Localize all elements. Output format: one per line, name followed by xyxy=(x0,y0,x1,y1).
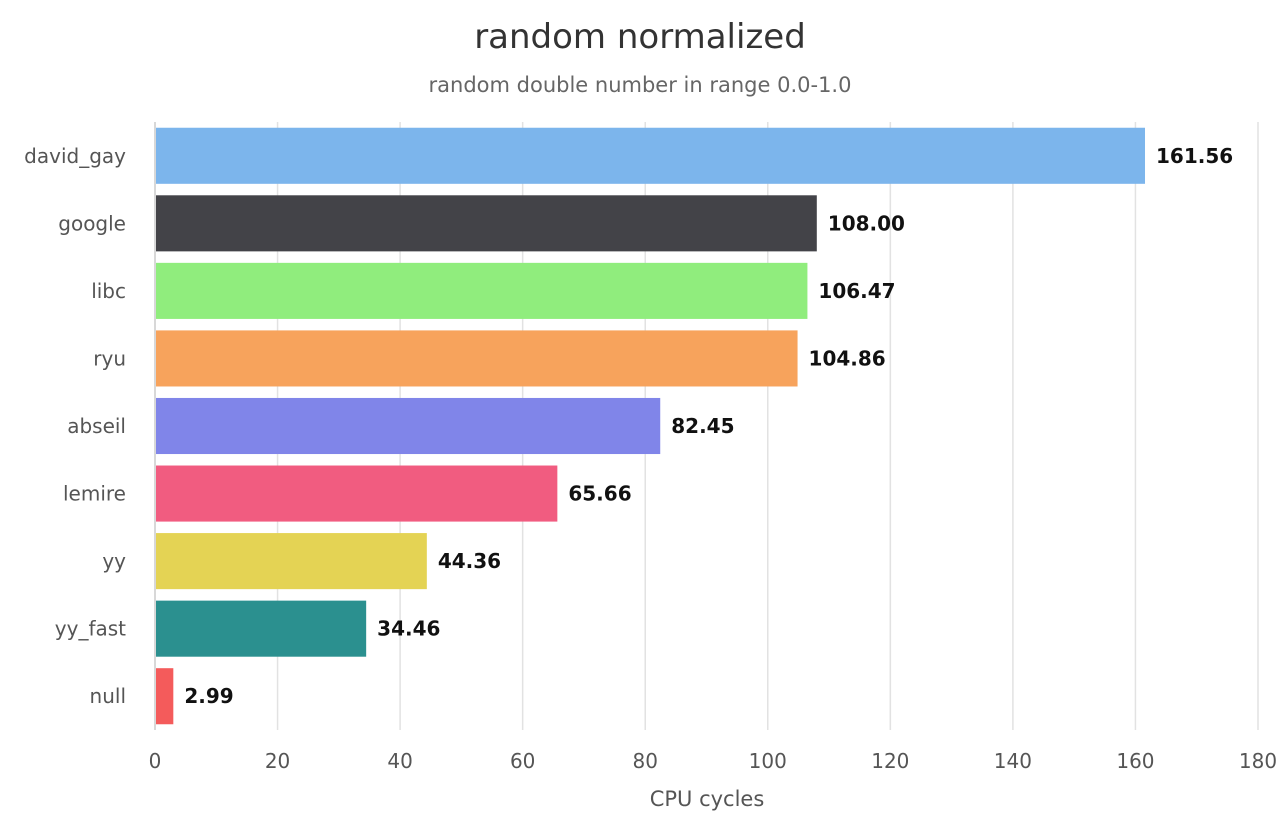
bar-yy[interactable] xyxy=(156,533,427,590)
category-label: ryu xyxy=(93,346,126,370)
bar-david_gay[interactable] xyxy=(156,127,1146,184)
category-label: null xyxy=(90,684,126,708)
data-label: 104.86 xyxy=(809,346,886,370)
x-tick-label: 140 xyxy=(994,749,1032,773)
chart-subtitle: random double number in range 0.0-1.0 xyxy=(429,73,852,97)
x-tick-label: 40 xyxy=(387,749,412,773)
x-tick-label: 60 xyxy=(510,749,535,773)
x-tick-label: 120 xyxy=(871,749,909,773)
data-label: 106.47 xyxy=(818,279,895,303)
category-label: google xyxy=(58,211,126,235)
category-label: lemire xyxy=(63,482,126,506)
bar-google[interactable] xyxy=(156,195,817,252)
x-tick-label: 180 xyxy=(1239,749,1277,773)
category-label: david_gay xyxy=(24,144,126,168)
category-label: libc xyxy=(91,279,126,303)
data-label: 82.45 xyxy=(671,414,734,438)
bar-null[interactable] xyxy=(156,668,174,725)
bar-ryu[interactable] xyxy=(156,330,798,387)
category-label: abseil xyxy=(67,414,126,438)
data-label: 161.56 xyxy=(1156,144,1233,168)
data-label: 2.99 xyxy=(184,684,233,708)
x-tick-label: 100 xyxy=(749,749,787,773)
x-tick-label: 80 xyxy=(632,749,657,773)
category-label: yy xyxy=(102,549,126,573)
data-label: 44.36 xyxy=(438,549,501,573)
data-labels: 161.56 108.00 106.47 104.86 82.45 65.66 44.36 3… xyxy=(184,144,1233,708)
x-tick-label: 0 xyxy=(149,749,162,773)
x-axis-title: CPU cycles xyxy=(650,787,765,811)
data-label: 108.00 xyxy=(828,211,905,235)
chart-title: random normalized xyxy=(474,17,806,57)
bars xyxy=(156,127,1146,725)
data-label: 65.66 xyxy=(568,482,631,506)
bar-libc[interactable] xyxy=(156,262,808,319)
bar-lemire[interactable] xyxy=(156,465,558,522)
x-axis-ticks: 0 20 40 60 80 100 120 140 160 180 xyxy=(149,749,1277,773)
x-tick-label: 160 xyxy=(1116,749,1154,773)
category-label: yy_fast xyxy=(55,617,126,641)
data-label: 34.46 xyxy=(377,617,440,641)
bar-yy_fast[interactable] xyxy=(156,600,367,657)
x-tick-label: 20 xyxy=(265,749,290,773)
bar-abseil[interactable] xyxy=(156,397,661,455)
